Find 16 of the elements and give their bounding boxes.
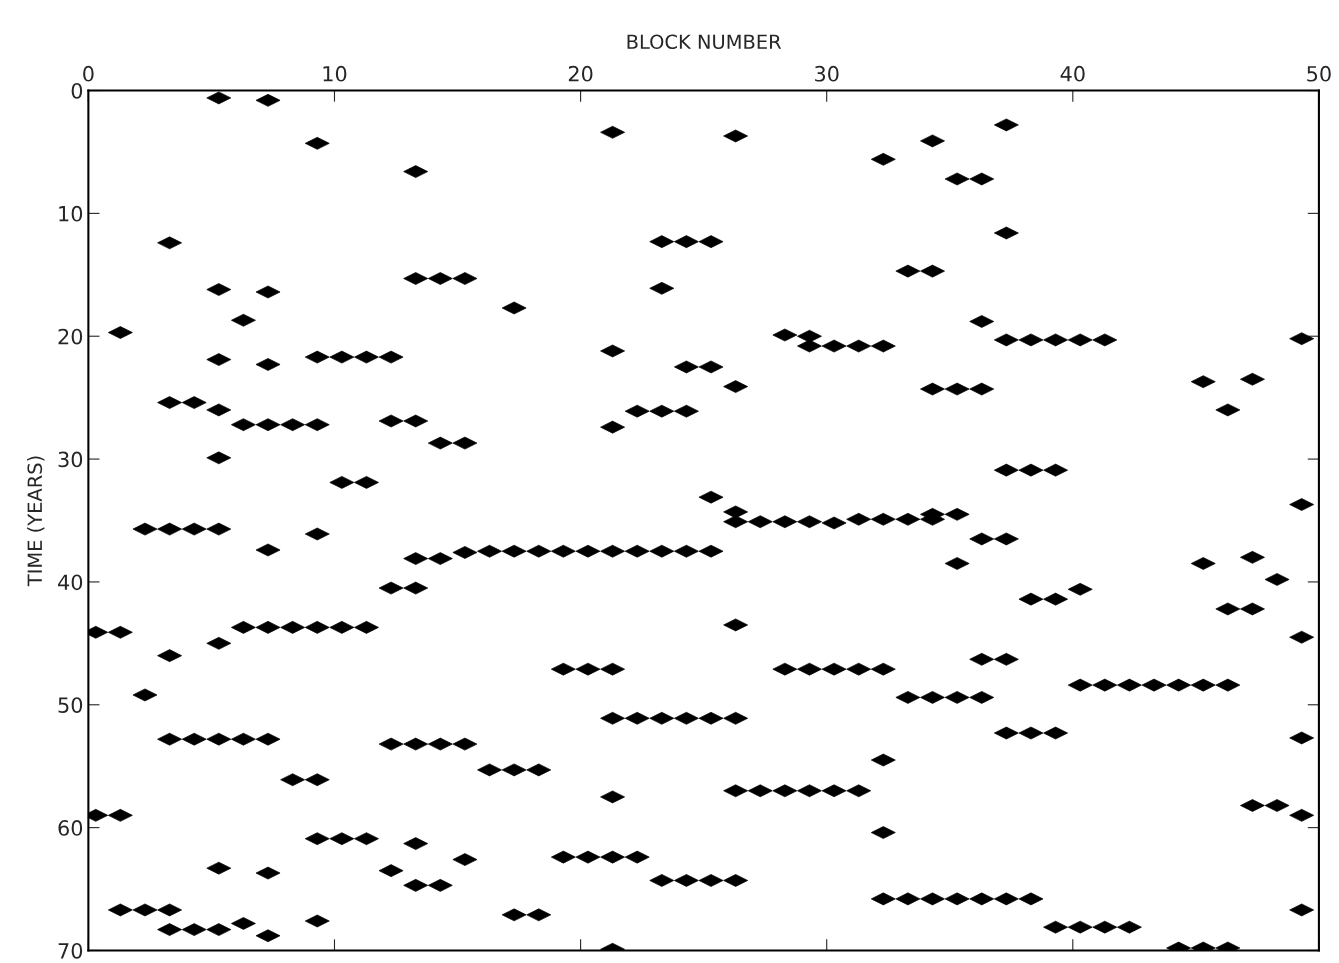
- y-axis-title: TIME (YEARS): [27, 456, 45, 587]
- y-tick-label: 70: [58, 942, 83, 959]
- x-tick-label: 30: [815, 65, 839, 82]
- x-tick-label: 10: [323, 65, 347, 82]
- x-tick-label: 20: [568, 65, 593, 82]
- y-tick-label: 40: [58, 574, 83, 591]
- y-tick-label: 30: [58, 451, 83, 468]
- y-tick-label: 10: [59, 205, 83, 222]
- x-tick-label: 50: [1307, 65, 1331, 82]
- y-tick-label: 20: [58, 328, 83, 345]
- y-tick-label: 0: [71, 82, 83, 99]
- y-tick-label: 60: [58, 820, 83, 836]
- y-tick-label: 50: [58, 697, 83, 713]
- x-tick-label: 40: [1060, 65, 1085, 82]
- x-tick-label: 0: [83, 65, 94, 82]
- x-axis-title: BLOCK NUMBER: [627, 34, 782, 50]
